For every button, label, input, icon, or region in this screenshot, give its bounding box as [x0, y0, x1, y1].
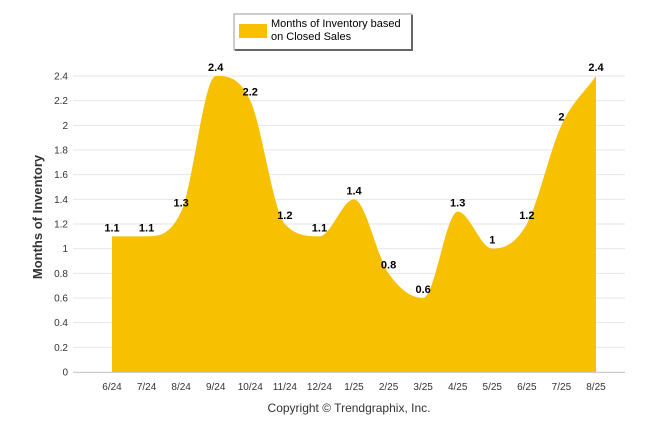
data-label: 2 [558, 111, 564, 123]
legend: Months of Inventory based on Closed Sale… [233, 13, 413, 51]
data-label: 1 [489, 235, 495, 247]
y-tick-label: 0 [62, 368, 68, 379]
y-tick-label: 2.2 [54, 96, 68, 107]
data-labels: 1.1 1.1 1.3 2.4 2.2 1.2 1.1 1.4 0.8 0.6 1.3 1 1.2 2 2.… [104, 62, 604, 296]
x-tick-label: 3/25 [413, 382, 433, 393]
y-tick-label: 1.2 [54, 220, 68, 231]
x-tick-label: 8/24 [171, 382, 191, 393]
x-tick-label: 7/24 [137, 382, 157, 393]
data-label: 0.8 [381, 259, 396, 271]
data-label: 1.1 [139, 222, 154, 234]
y-tick-label: 0.6 [54, 294, 68, 305]
data-label: 1.1 [104, 222, 119, 234]
x-tick-label: 1/25 [344, 382, 364, 393]
data-label: 1.1 [312, 222, 327, 234]
x-axis-ticks: 6/24 7/24 8/24 9/24 10/24 11/24 12/24 1/25 2/25 3… [73, 372, 625, 393]
y-tick-label: 1 [62, 244, 68, 255]
x-tick-label: 5/25 [483, 382, 503, 393]
legend-label: Months of Inventory based on Closed Sale… [271, 18, 404, 43]
data-label: 1.2 [519, 210, 534, 222]
x-tick-label: 8/25 [586, 382, 606, 393]
x-tick-label: 10/24 [238, 382, 263, 393]
legend-swatch [239, 24, 267, 38]
y-tick-label: 2 [62, 121, 68, 132]
data-label: 1.3 [450, 198, 465, 210]
data-label: 2.4 [588, 62, 604, 74]
y-tick-label: 0.2 [54, 343, 68, 354]
y-tick-label: 1.4 [54, 195, 68, 206]
y-tick-label: 0.8 [54, 269, 68, 280]
area-series [112, 76, 596, 372]
data-label: 1.2 [277, 210, 292, 222]
data-label: 1.4 [346, 185, 362, 197]
y-axis-title: Months of Inventory [30, 154, 45, 279]
data-label: 2.4 [208, 62, 224, 74]
x-tick-label: 12/24 [307, 382, 332, 393]
x-tick-label: 9/24 [206, 382, 226, 393]
y-axis-ticks: 0 0.2 0.4 0.6 0.8 1 1.2 1.4 1.6 1.8 2 2.2 2.4 [54, 72, 68, 379]
x-tick-label: 11/24 [273, 382, 298, 393]
x-tick-label: 4/25 [448, 382, 468, 393]
x-tick-label: 7/25 [552, 382, 572, 393]
y-tick-label: 0.4 [54, 318, 68, 329]
y-tick-label: 2.4 [54, 72, 68, 83]
x-tick-label: 6/25 [517, 382, 537, 393]
x-tick-label: 6/24 [102, 382, 122, 393]
y-tick-label: 1.8 [54, 146, 68, 157]
copyright-footer: Copyright © Trendgraphix, Inc. [268, 401, 431, 415]
x-tick-label: 2/25 [379, 382, 399, 393]
data-label: 2.2 [243, 87, 258, 99]
data-label: 0.6 [415, 284, 430, 296]
y-tick-label: 1.6 [54, 170, 68, 181]
data-label: 1.3 [173, 198, 188, 210]
